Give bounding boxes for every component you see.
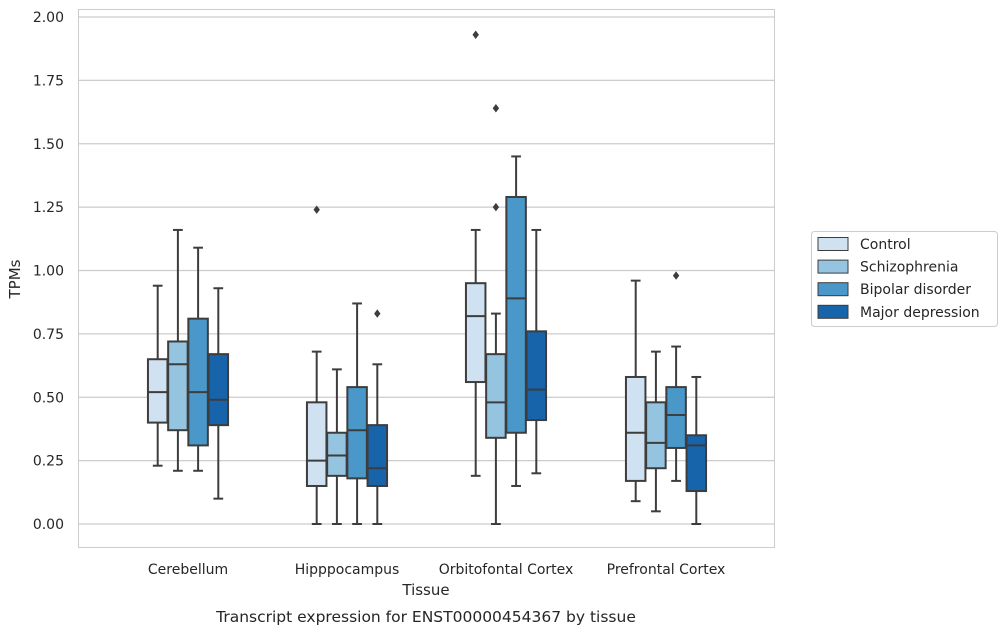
legend-swatch [817,259,849,274]
x-axis-label: Tissue [401,581,449,599]
box-control [146,284,169,467]
legend-label: Major depression [860,305,980,321]
box-control [624,279,647,503]
outlier-point [492,202,500,212]
box-bipolar-disorder [187,246,209,472]
box-iqr [464,282,487,384]
box-schizophrenia [485,104,507,525]
box-iqr [624,375,647,482]
outlier-point [492,104,500,113]
y-tick-label: 1.25 [33,200,64,216]
legend-label: Bipolar disorder [860,282,971,298]
y-tick-label: 1.00 [33,264,64,280]
box-iqr [187,317,209,447]
outlier-point [374,309,381,318]
y-tick-label: 0.75 [33,327,64,343]
box-schizophrenia [326,368,348,525]
box-bipolar-disorder [505,155,527,487]
y-tick-label: 0.25 [33,454,64,470]
box-iqr [346,386,368,480]
outlier-point [672,271,680,280]
boxes-layer [146,30,708,525]
box-iqr [167,340,189,432]
legend: Control Schizophrenia Bipolar disorder Majo… [811,231,998,327]
y-axis-label: TPMs [6,259,24,299]
y-tick-label: 2.00 [33,10,64,26]
box-iqr [525,330,548,422]
box-iqr [645,401,667,470]
legend-label: Control [860,237,911,253]
box-iqr [207,353,230,427]
box-schizophrenia [645,350,667,513]
box-iqr [366,424,389,487]
box-bipolar-disorder [346,302,368,525]
box-major-depression [366,309,389,525]
legend-label: Schizophrenia [860,260,958,276]
box-iqr [685,434,708,493]
legend-frame [811,231,998,327]
box-major-depression [685,375,708,525]
box-iqr [305,401,328,487]
legend-swatch [817,282,849,297]
outlier-point [313,205,320,214]
legend-swatch [817,304,849,319]
box-iqr [665,386,687,449]
y-tick-labels: 0.00 0.25 0.50 0.75 1.00 1.25 1.50 1.75 2.00 [33,10,64,533]
box-bipolar-disorder [665,271,687,482]
box-major-depression [207,287,230,500]
box-iqr [146,358,169,424]
x-tick-label: Hipppocampus [295,562,400,578]
figure-caption: Transcript expression for ENST0000045436… [215,608,636,626]
box-control [305,205,328,525]
x-tick-label: Prefrontal Cortex [607,562,726,578]
box-major-depression [525,228,548,475]
x-tick-label: Cerebellum [148,562,228,578]
legend-swatch [817,237,849,251]
box-control [464,30,487,477]
box-schizophrenia [167,228,189,472]
y-tick-label: 1.50 [33,137,64,153]
y-tick-label: 0.50 [33,390,64,406]
box-iqr [485,353,507,439]
box-iqr [505,195,527,434]
plot-frame [78,9,775,548]
outlier-point [472,30,479,39]
y-tick-label: 0.00 [33,517,64,533]
x-tick-label: Orbitofontal Cortex [439,562,574,578]
y-tick-label: 1.75 [33,73,64,89]
x-tick-labels: Cerebellum Hipppocampus Orbitofontal Corte… [148,562,725,578]
box-iqr [326,431,348,477]
